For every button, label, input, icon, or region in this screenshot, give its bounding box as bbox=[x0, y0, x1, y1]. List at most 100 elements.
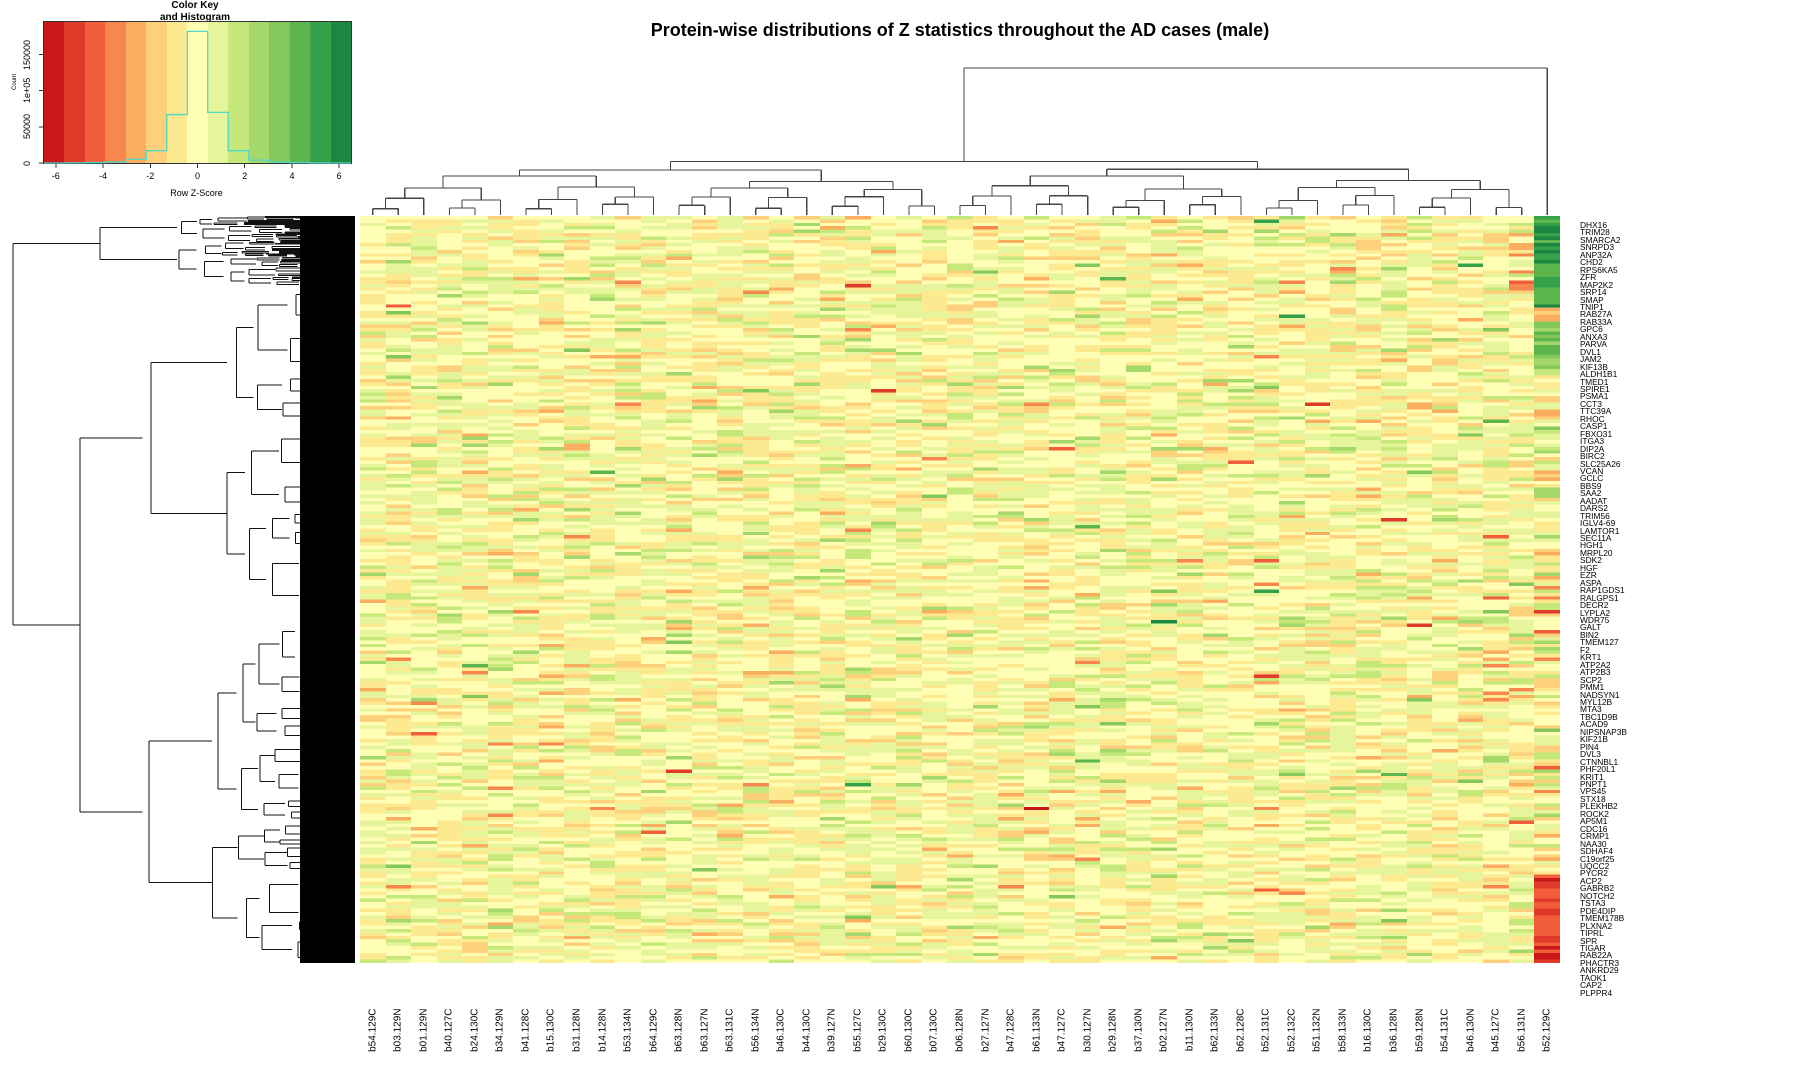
chart-title: Protein-wise distributions of Z statisti… bbox=[650, 20, 1270, 40]
heatmap-column bbox=[1125, 216, 1152, 963]
heatmap-column bbox=[513, 216, 539, 963]
row-label: DVL1 bbox=[1580, 346, 1601, 357]
row-label: DECR2 bbox=[1580, 600, 1609, 611]
heatmap-column bbox=[845, 216, 871, 963]
color-key-ylabel: Count bbox=[12, 73, 18, 90]
row-label: SRP14 bbox=[1580, 287, 1607, 298]
row-label: RAP1GDS1 bbox=[1580, 585, 1625, 596]
row-label: VCAN bbox=[1580, 465, 1604, 476]
heatmap-column bbox=[691, 216, 718, 963]
row-label: C19orf25 bbox=[1580, 853, 1615, 864]
column-label: b16.130C bbox=[1362, 1008, 1374, 1052]
column-label: b47.128C bbox=[1005, 1008, 1017, 1052]
column-label: b40.127C bbox=[443, 1008, 455, 1052]
column-label: b63.131C bbox=[724, 1008, 736, 1052]
color-key-segment bbox=[289, 22, 311, 163]
row-label: ANXA3 bbox=[1580, 331, 1608, 342]
heatmap-column bbox=[896, 216, 922, 963]
row-label: TMED1 bbox=[1580, 376, 1609, 387]
row-label: NADSYN1 bbox=[1580, 689, 1620, 700]
row-label: KRIT1 bbox=[1580, 771, 1604, 782]
heatmap-column bbox=[1432, 216, 1458, 963]
column-label: b41.128C bbox=[520, 1008, 532, 1052]
color-key-title-line2: and Histogram bbox=[159, 12, 230, 23]
row-label: WDR75 bbox=[1580, 615, 1610, 626]
row-label: SLC25A26 bbox=[1580, 458, 1621, 469]
row-label: TMEM127 bbox=[1580, 637, 1619, 648]
color-key: Color Key and Histogram -6 -4 -2 0 2 4 6 0 5000… bbox=[0, 0, 360, 200]
column-label: b53.134N bbox=[622, 1008, 634, 1052]
row-label: PLEKHB2 bbox=[1580, 801, 1618, 812]
row-label: SDHAF4 bbox=[1580, 846, 1614, 857]
color-key-segment bbox=[44, 22, 65, 163]
heatmap-column bbox=[1534, 216, 1560, 963]
row-label: EZR bbox=[1580, 570, 1597, 581]
row-label: SMARCA2 bbox=[1580, 234, 1621, 245]
heatmap-column bbox=[589, 216, 616, 963]
row-label: SCP2 bbox=[1580, 674, 1602, 685]
color-key-title: Color Key and Histogram bbox=[40, 0, 350, 24]
row-label: RALGPS1 bbox=[1580, 592, 1619, 603]
row-label: TSTA3 bbox=[1580, 898, 1606, 909]
row-label: ACAD9 bbox=[1580, 719, 1608, 730]
heatmap-column bbox=[768, 216, 795, 963]
row-label: DHX16 bbox=[1580, 220, 1607, 230]
column-label: b02.127N bbox=[1158, 1008, 1170, 1052]
heatmap-column bbox=[615, 216, 641, 963]
column-label: b58.133N bbox=[1337, 1008, 1349, 1052]
heatmap-column bbox=[819, 216, 846, 963]
column-label: b29.130C bbox=[877, 1008, 889, 1052]
column-label: b55.127C bbox=[852, 1008, 864, 1052]
row-label: ASPA bbox=[1580, 577, 1602, 588]
row-label: TIGAR bbox=[1580, 942, 1606, 953]
heatmap-column bbox=[1304, 216, 1331, 963]
heatmap-column bbox=[385, 216, 412, 963]
row-label: SAA2 bbox=[1580, 488, 1602, 499]
column-label: b51.132N bbox=[1311, 1008, 1323, 1052]
row-label: HGH1 bbox=[1580, 540, 1604, 551]
column-label: b06.128N bbox=[954, 1008, 966, 1052]
row-label: SNRPD3 bbox=[1580, 242, 1614, 253]
color-key-ytick: 0 bbox=[22, 160, 32, 166]
column-label: b46.130C bbox=[775, 1008, 787, 1052]
heatmap-column bbox=[870, 216, 897, 963]
heatmap-column bbox=[462, 216, 488, 963]
row-label: JAM2 bbox=[1580, 354, 1602, 365]
heatmap-column bbox=[794, 216, 820, 963]
column-label: b15.130C bbox=[545, 1008, 557, 1052]
row-label: LYPLA2 bbox=[1580, 607, 1611, 618]
color-key-segment bbox=[64, 22, 85, 163]
column-label: b56.134N bbox=[750, 1008, 762, 1052]
column-label: b31.128N bbox=[571, 1008, 583, 1052]
column-label: b54.129C bbox=[367, 1008, 379, 1052]
row-label: TIPRL bbox=[1580, 928, 1604, 939]
row-label: GABRB2 bbox=[1580, 883, 1614, 894]
heatmap-column bbox=[1508, 216, 1535, 963]
row-labels: DHX16 TRIM28 SMARCA2 SNRPD3 ANP32A CHD2 RPS6KA… bbox=[1580, 220, 1627, 998]
row-label: DARS2 bbox=[1580, 503, 1608, 514]
row-label: DIP2A bbox=[1580, 443, 1605, 454]
heatmap-grid bbox=[360, 216, 1560, 963]
row-label: SMAP bbox=[1580, 294, 1604, 305]
row-label: RHOC bbox=[1580, 413, 1605, 424]
heatmap-column bbox=[360, 216, 386, 963]
row-label: BBS9 bbox=[1580, 480, 1602, 491]
color-key-segment bbox=[105, 22, 126, 163]
row-label: CRMP1 bbox=[1580, 831, 1610, 842]
row-label: TMEM178B bbox=[1580, 913, 1625, 924]
row-label: PHACTR3 bbox=[1580, 957, 1620, 968]
color-key-xtick: 6 bbox=[336, 171, 342, 181]
heatmap-column bbox=[1074, 216, 1101, 963]
column-label: b45.127C bbox=[1490, 1008, 1502, 1052]
row-label: NAA30 bbox=[1580, 838, 1607, 849]
color-key-segment bbox=[310, 22, 331, 163]
color-key-segment bbox=[125, 22, 147, 163]
row-label: BIRC2 bbox=[1580, 451, 1605, 462]
row-label: RAB33A bbox=[1580, 316, 1613, 327]
heatmap-column bbox=[1202, 216, 1229, 963]
column-label: b52.132C bbox=[1286, 1008, 1298, 1052]
color-key-title-line1: Color Key bbox=[171, 0, 219, 11]
color-key-segment bbox=[207, 22, 229, 163]
row-label: ATP2B3 bbox=[1580, 667, 1611, 678]
column-label: b54.131C bbox=[1439, 1008, 1451, 1052]
